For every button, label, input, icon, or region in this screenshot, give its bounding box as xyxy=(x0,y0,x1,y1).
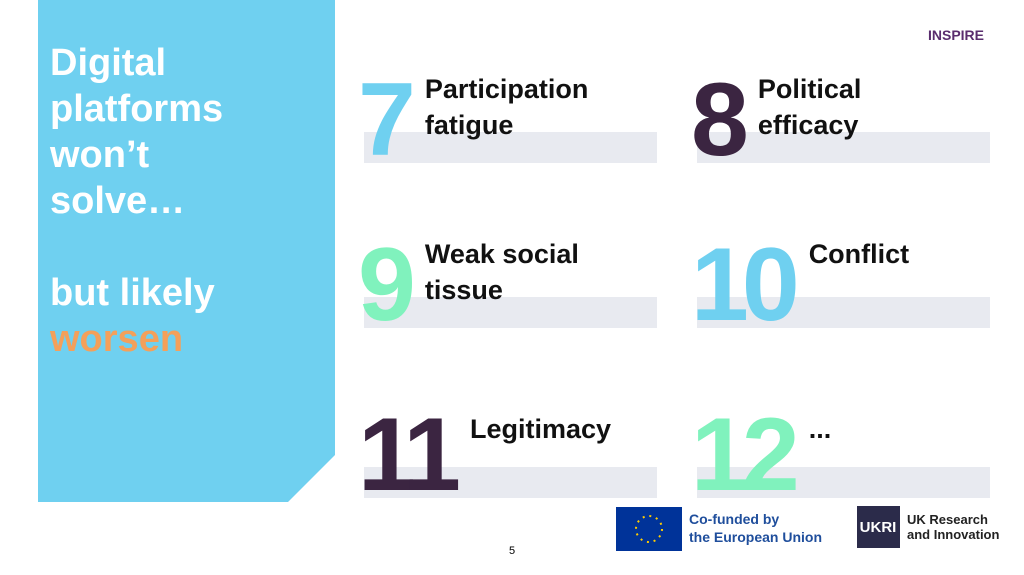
item-label: Conflict xyxy=(809,239,910,269)
item-bar xyxy=(364,467,657,498)
item-bar xyxy=(697,297,990,328)
sidebar-text: solve… xyxy=(50,180,185,222)
item-label: efficacy xyxy=(758,110,859,140)
item-number: 10 xyxy=(691,227,796,343)
item-bar xyxy=(697,132,990,163)
ukri-mark: UKRI xyxy=(860,519,897,536)
ukri-text: UK Research xyxy=(907,512,988,527)
item-label: Weak social xyxy=(425,239,579,269)
sidebar-text: Digital xyxy=(50,42,166,84)
eu-text: Co-funded by xyxy=(689,511,779,527)
eu-text: the European Union xyxy=(689,529,822,545)
page-number: 5 xyxy=(509,545,515,557)
item-label: ... xyxy=(809,414,832,444)
item-number: 9 xyxy=(358,227,412,343)
sidebar-text: won’t xyxy=(49,134,150,176)
sidebar-text: but likely xyxy=(50,272,215,314)
logo-pattern xyxy=(930,6,982,28)
ukri-text: and Innovation xyxy=(907,527,1000,542)
item-bar xyxy=(364,297,657,328)
sidebar-panel xyxy=(38,0,335,502)
item-label: Legitimacy xyxy=(470,414,611,444)
item-number: 11 xyxy=(358,397,458,513)
item-number: 12 xyxy=(691,397,796,513)
logo: INSPIRE xyxy=(928,27,984,43)
item-label: tissue xyxy=(425,275,503,305)
item-label: Participation xyxy=(425,74,589,104)
ukri-logo xyxy=(857,506,900,548)
item-label: Political xyxy=(758,74,862,104)
eu-flag xyxy=(616,507,682,551)
sidebar-highlight: worsen xyxy=(49,318,183,360)
item-number: 7 xyxy=(358,62,412,178)
item-label: fatigue xyxy=(425,110,514,140)
item-number: 8 xyxy=(691,62,746,178)
item-bar xyxy=(364,132,657,163)
item-bar xyxy=(697,467,990,498)
eu-stars xyxy=(635,515,663,543)
sidebar-text: platforms xyxy=(50,88,223,130)
